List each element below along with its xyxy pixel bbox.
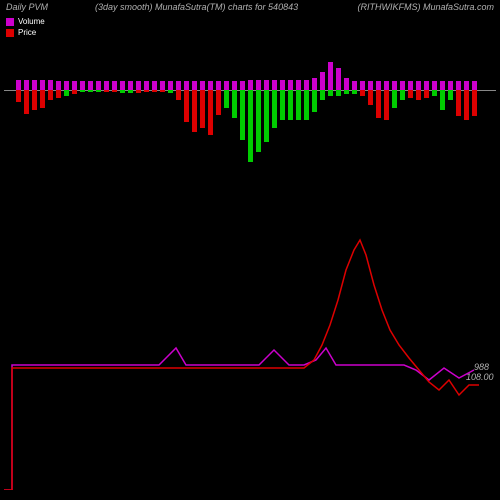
- bar: [200, 30, 205, 170]
- axis-label: 108.00: [466, 372, 494, 382]
- bar: [32, 30, 37, 170]
- bar: [184, 30, 189, 170]
- bar: [64, 30, 69, 170]
- bar: [240, 30, 245, 170]
- bar: [352, 30, 357, 170]
- bar: [176, 30, 181, 170]
- bar: [264, 30, 269, 170]
- bar: [304, 30, 309, 170]
- bar: [160, 30, 165, 170]
- bar: [320, 30, 325, 170]
- bar: [152, 30, 157, 170]
- volume-label: Volume: [18, 16, 45, 27]
- bar: [96, 30, 101, 170]
- bar: [288, 30, 293, 170]
- bar: [448, 30, 453, 170]
- bar: [48, 30, 53, 170]
- bar: [216, 30, 221, 170]
- bar: [16, 30, 21, 170]
- header-center: (3day smooth) MunafaSutra(TM) charts for…: [95, 2, 298, 12]
- bar: [312, 30, 317, 170]
- bar: [416, 30, 421, 170]
- bar: [120, 30, 125, 170]
- bar: [280, 30, 285, 170]
- bar: [424, 30, 429, 170]
- bar: [472, 30, 477, 170]
- bar: [456, 30, 461, 170]
- header-left: Daily PVM: [6, 2, 48, 12]
- bar: [432, 30, 437, 170]
- axis-label: 988: [474, 362, 489, 372]
- bar: [336, 30, 341, 170]
- bar: [384, 30, 389, 170]
- bar: [192, 30, 197, 170]
- bar: [464, 30, 469, 170]
- bars-container: [4, 30, 488, 170]
- bar: [392, 30, 397, 170]
- bar: [112, 30, 117, 170]
- line-svg: [4, 230, 496, 490]
- volume-line: [4, 348, 474, 490]
- bar: [408, 30, 413, 170]
- bar: [368, 30, 373, 170]
- bar: [272, 30, 277, 170]
- bar: [40, 30, 45, 170]
- bar: [168, 30, 173, 170]
- bar: [248, 30, 253, 170]
- chart-header: Daily PVM (3day smooth) MunafaSutra(TM) …: [0, 2, 500, 30]
- volume-swatch: [6, 18, 14, 26]
- legend-volume: Volume: [6, 16, 45, 27]
- bar: [360, 30, 365, 170]
- lower-line-chart: 988108.00: [4, 230, 496, 490]
- bar: [328, 30, 333, 170]
- bar: [80, 30, 85, 170]
- bar: [136, 30, 141, 170]
- bar: [128, 30, 133, 170]
- bar: [72, 30, 77, 170]
- bar: [224, 30, 229, 170]
- upper-bar-chart: [4, 30, 496, 170]
- bar: [144, 30, 149, 170]
- bar: [376, 30, 381, 170]
- bar: [104, 30, 109, 170]
- bar: [256, 30, 261, 170]
- bar: [296, 30, 301, 170]
- bar: [208, 30, 213, 170]
- bar: [56, 30, 61, 170]
- bar: [232, 30, 237, 170]
- bar: [24, 30, 29, 170]
- bar: [440, 30, 445, 170]
- bar: [344, 30, 349, 170]
- bar: [400, 30, 405, 170]
- header-right: (RITHWIKFMS) MunafaSutra.com: [357, 2, 494, 12]
- bar: [88, 30, 93, 170]
